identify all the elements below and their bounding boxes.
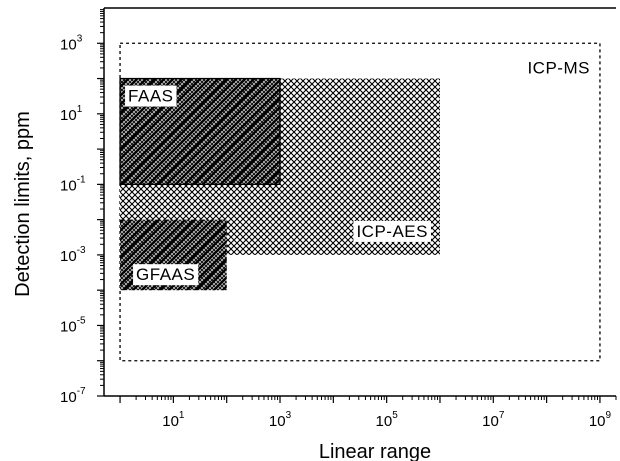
label-icp-aes-bg (353, 220, 431, 242)
label-gfaas: GFAAS (136, 265, 195, 284)
regions (119, 42, 601, 362)
x-tick-label: 107 (482, 410, 505, 430)
label-faas: FAAS (128, 87, 173, 106)
x-tick-exponent: 9 (606, 410, 612, 421)
x-tick-exponent: 5 (392, 410, 398, 421)
region-labels: ICP-MS ICP-AES FAAS GFAAS (125, 58, 590, 286)
x-tick-base: 10 (376, 413, 393, 430)
label-icp-aes: ICP-AES (356, 222, 428, 241)
x-ticks: 101 103 105 107 109 (119, 396, 617, 430)
x-tick-label: 109 (589, 410, 612, 430)
y-tick-exponent: -5 (77, 315, 86, 326)
y-axis-title: Detection limits, ppm (12, 111, 34, 297)
x-tick-label: 101 (162, 410, 185, 430)
y-tick-exponent: -7 (77, 386, 86, 397)
y-tick-label: 10-3 (60, 245, 86, 265)
y-tick-base: 10 (60, 36, 77, 53)
y-tick-base: 10 (60, 248, 77, 265)
label-gfaas-bg (133, 264, 199, 286)
y-tick-label: 10-1 (60, 174, 86, 194)
x-axis-title: Linear range (319, 441, 431, 461)
label-faas-bg (125, 85, 177, 107)
y-tick-label: 10-7 (60, 386, 86, 406)
region-faas-outline (119, 77, 281, 186)
y-tick-exponent: 3 (77, 33, 83, 44)
y-tick-exponent: -1 (77, 174, 86, 185)
x-tick-label: 103 (269, 410, 292, 430)
x-tick-base: 10 (482, 413, 499, 430)
y-tick-base: 10 (60, 318, 77, 335)
y-tick-label: 103 (60, 33, 83, 53)
y-tick-base: 10 (60, 177, 77, 194)
y-tick-base: 10 (60, 107, 77, 124)
y-tick-label: 10-5 (60, 315, 86, 335)
x-tick-base: 10 (269, 413, 286, 430)
y-tick-base: 10 (60, 389, 77, 406)
x-tick-base: 10 (589, 413, 606, 430)
y-tick-exponent: 1 (77, 104, 83, 115)
x-tick-label: 105 (376, 410, 399, 430)
x-tick-exponent: 3 (286, 410, 292, 421)
y-tick-exponent: -3 (77, 245, 86, 256)
y-tick-label: 101 (60, 104, 83, 124)
x-tick-exponent: 1 (179, 410, 185, 421)
x-tick-exponent: 7 (499, 410, 505, 421)
label-icp-ms: ICP-MS (527, 58, 590, 77)
x-tick-base: 10 (162, 413, 179, 430)
